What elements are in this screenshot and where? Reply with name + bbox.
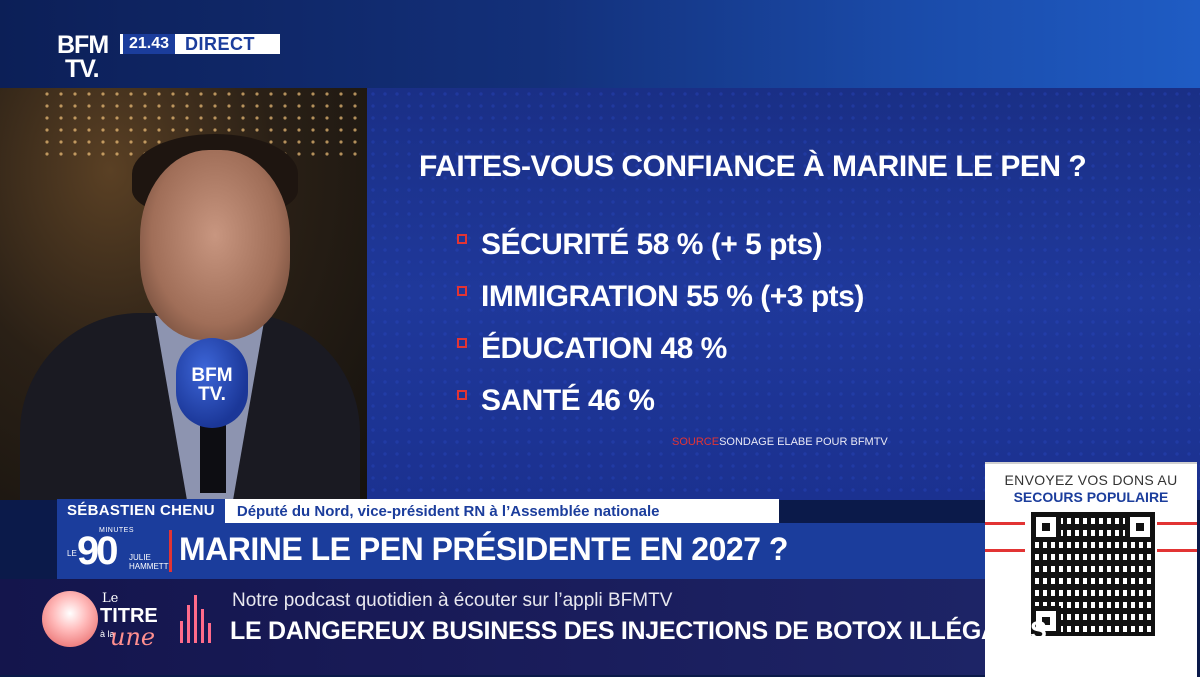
donation-box: ENVOYEZ VOS DONS AU SECOURS POPULAIRE (985, 462, 1197, 677)
qr-finder (1031, 606, 1061, 636)
poll-question: FAITES-VOUS CONFIANCE À MARINE LE PEN ? (419, 150, 1087, 183)
poll-panel: FAITES-VOUS CONFIANCE À MARINE LE PEN ? … (367, 88, 1200, 500)
audio-wave-icon (180, 595, 216, 643)
red-accent (985, 522, 1025, 525)
headline-separator (169, 530, 172, 572)
poll-source: SOURCESONDAGE ELABE POUR BFMTV (672, 436, 888, 448)
news-ticker: Le TITRE à la une Notre podcast quotidie… (0, 579, 1047, 675)
guest-face (140, 150, 290, 340)
qr-code-icon[interactable] (1031, 512, 1155, 636)
red-accent (1157, 549, 1197, 552)
headline-bar: MINUTES LE 90 JULIE HAMMETT MARINE LE PEN… (57, 523, 985, 579)
bullet-icon (457, 338, 467, 348)
guest-name: SÉBASTIEN CHENU (57, 499, 225, 523)
guest-video: BFM TV. (0, 88, 367, 500)
headline-title: MARINE LE PEN PRÉSIDENTE EN 2027 ? (179, 531, 788, 567)
qr-finder (1125, 512, 1155, 542)
donation-text: ENVOYEZ VOS DONS AU (1004, 472, 1178, 488)
red-accent (985, 549, 1025, 552)
live-label: DIRECT (185, 33, 256, 54)
guest-name-strap: SÉBASTIEN CHENU Député du Nord, vice-pré… (57, 499, 779, 523)
bullet-icon (457, 234, 467, 244)
clock-time: 21.43 (123, 34, 176, 54)
donation-org: SECOURS POPULAIRE (1013, 489, 1169, 505)
guest-role: Député du Nord, vice-président RN à l’As… (236, 502, 660, 520)
ticker-headline: LE DANGEREUX BUSINESS DES INJECTIONS DE … (230, 617, 1047, 645)
podcast-avatar-icon (42, 591, 98, 647)
bfmtv-logo: BFM TV. (57, 31, 109, 83)
bullet-icon (457, 286, 467, 296)
podcast-logo: Le TITRE à la une (100, 591, 158, 651)
microphone-handle (200, 423, 226, 493)
qr-finder (1031, 512, 1061, 542)
show-logo: MINUTES LE 90 JULIE HAMMETT (67, 527, 169, 573)
red-accent (1157, 522, 1197, 525)
live-indicator: 21.43 DIRECT (120, 34, 280, 54)
bullet-icon (457, 390, 467, 400)
microphone-icon: BFM TV. (176, 338, 248, 428)
ticker-subtitle: Notre podcast quotidien à écouter sur l’… (232, 590, 673, 611)
